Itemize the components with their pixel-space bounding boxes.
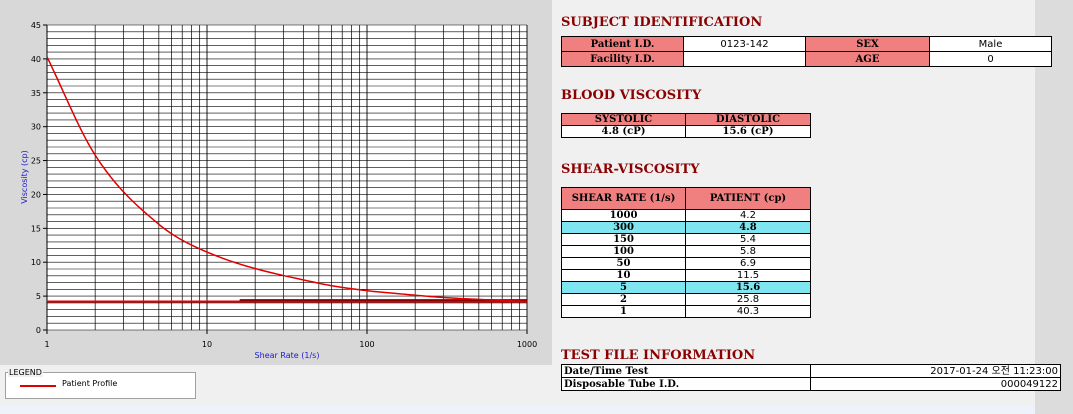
shear-rate-cell: 300 <box>561 221 686 234</box>
shear-rate-cell: 2 <box>561 293 686 306</box>
y-axis-label: Viscosity (cp) <box>20 150 29 204</box>
vertical-scrollbar[interactable] <box>1035 0 1073 414</box>
x-tick-label: 100 <box>359 340 374 349</box>
patient-cp-cell: 25.8 <box>685 293 811 306</box>
systolic-value: 4.8 (cP) <box>561 125 686 138</box>
systolic-label: SYSTOLIC <box>561 113 686 126</box>
table-row: 5 15.6 <box>561 281 811 294</box>
y-tick-label: 35 <box>31 89 41 98</box>
tube-id-value: 000049122 <box>810 377 1061 391</box>
patient-cp-cell: 5.8 <box>685 245 811 258</box>
x-axis-label: Shear Rate (1/s) <box>255 351 320 360</box>
facility-id-value[interactable] <box>683 51 806 67</box>
patient-id-label: Patient I.D. <box>561 36 684 52</box>
diastolic-label: DIASTOLIC <box>685 113 811 126</box>
patient-cp-header: PATIENT (cp) <box>685 187 811 210</box>
test-file-table: Date/Time Test 2017-01-24 오전 11:23:00 Di… <box>561 364 1061 391</box>
y-tick-label: 30 <box>31 123 41 132</box>
table-row: 300 4.8 <box>561 221 811 234</box>
viscosity-chart-svg: 0 5 10 15 20 25 30 35 40 45 1 10 100 1000 Shear Rate … <box>0 0 552 365</box>
shear-rate-cell: 150 <box>561 233 686 246</box>
shear-viscosity-table: SHEAR RATE (1/s) PATIENT (cp) 1000 4.2 30… <box>561 187 811 318</box>
legend-title: LEGEND <box>8 368 43 377</box>
viscosity-chart: 0 5 10 15 20 25 30 35 40 45 1 10 100 1000 Shear Rate … <box>0 0 552 365</box>
shear-rate-cell: 5 <box>561 281 686 294</box>
x-tick-label: 1000 <box>517 340 537 349</box>
diastolic-value: 15.6 (cP) <box>685 125 811 138</box>
table-row: 100 5.8 <box>561 245 811 258</box>
blood-viscosity-title: BLOOD VISCOSITY <box>561 88 702 103</box>
table-row: 150 5.4 <box>561 233 811 246</box>
y-tick-label: 15 <box>31 224 41 233</box>
shear-viscosity-title: SHEAR-VISCOSITY <box>561 162 700 177</box>
patient-cp-cell: 4.8 <box>685 221 811 234</box>
table-row: 1 40.3 <box>561 305 811 318</box>
table-row: 50 6.9 <box>561 257 811 270</box>
sex-label: SEX <box>805 36 930 52</box>
date-time-value: 2017-01-24 오전 11:23:00 <box>810 364 1061 378</box>
patient-cp-cell: 5.4 <box>685 233 811 246</box>
y-tick-label: 45 <box>31 21 41 30</box>
age-value[interactable]: 0 <box>929 51 1052 67</box>
y-tick-label: 40 <box>31 55 41 64</box>
test-file-information-title: TEST FILE INFORMATION <box>561 348 756 363</box>
patient-cp-cell: 6.9 <box>685 257 811 270</box>
legend-swatch-patient-profile <box>20 385 56 387</box>
x-tick-label: 1 <box>44 340 49 349</box>
tube-id-label: Disposable Tube I.D. <box>561 377 811 391</box>
patient-cp-cell: 11.5 <box>685 269 811 282</box>
shear-rate-header: SHEAR RATE (1/s) <box>561 187 686 210</box>
table-row: 1000 4.2 <box>561 209 811 222</box>
shear-rate-cell: 50 <box>561 257 686 270</box>
shear-rate-cell: 1000 <box>561 209 686 222</box>
table-row: 2 25.8 <box>561 293 811 306</box>
blood-viscosity-table: SYSTOLIC DIASTOLIC 4.8 (cP) 15.6 (cP) <box>561 113 811 138</box>
date-time-label: Date/Time Test <box>561 364 811 378</box>
patient-cp-cell: 15.6 <box>685 281 811 294</box>
patient-cp-cell: 4.2 <box>685 209 811 222</box>
shear-rate-cell: 1 <box>561 305 686 318</box>
y-tick-label: 10 <box>31 258 41 267</box>
series-line-patient-profile <box>46 56 528 303</box>
x-tick-label: 10 <box>202 340 212 349</box>
y-tick-label: 5 <box>36 292 41 301</box>
table-row: 10 11.5 <box>561 269 811 282</box>
legend-label-patient-profile: Patient Profile <box>62 379 118 388</box>
subject-table: Patient I.D. 0123-142 SEX Male Facility … <box>561 36 1052 67</box>
y-tick-label: 0 <box>36 326 41 335</box>
y-tick-label: 25 <box>31 157 41 166</box>
shear-rate-cell: 10 <box>561 269 686 282</box>
patient-cp-cell: 40.3 <box>685 305 811 318</box>
subject-identification-title: SUBJECT IDENTIFICATION <box>561 15 763 30</box>
bottom-band <box>0 406 1035 414</box>
facility-id-label: Facility I.D. <box>561 51 684 67</box>
sex-value[interactable]: Male <box>929 36 1052 52</box>
shear-rate-cell: 100 <box>561 245 686 258</box>
y-tick-label: 20 <box>31 190 41 199</box>
patient-id-value[interactable]: 0123-142 <box>683 36 806 52</box>
age-label: AGE <box>805 51 930 67</box>
